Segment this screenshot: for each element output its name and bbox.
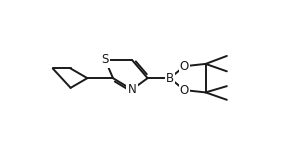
Text: O: O (180, 84, 189, 97)
Text: O: O (180, 60, 189, 73)
Text: S: S (101, 53, 109, 66)
Text: B: B (166, 72, 174, 85)
Text: N: N (128, 83, 136, 96)
